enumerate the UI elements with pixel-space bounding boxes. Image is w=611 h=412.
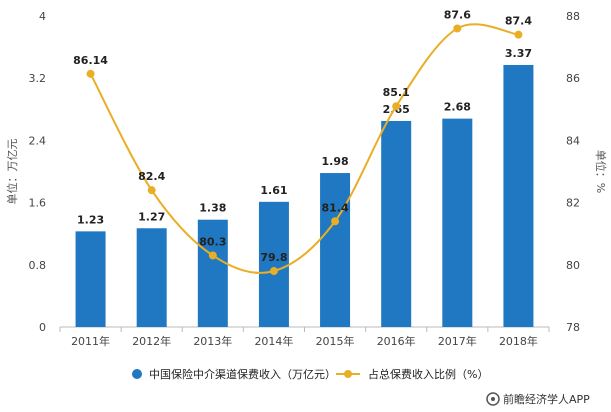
- line-point: [453, 24, 462, 33]
- bar: [503, 64, 534, 328]
- line-data-label: 86.14: [73, 54, 108, 67]
- y-tick-label: 1.6: [29, 197, 47, 210]
- footer-source: 前瞻经济学人APP: [503, 392, 590, 406]
- y-tick-label: 2.4: [29, 134, 47, 147]
- left-axis: 0 0.8 1.6 2.4 3.2 4: [29, 10, 47, 334]
- legend: 中国保险中介渠道保费收入（万亿元） 占总保费收入比例（%）: [132, 367, 488, 381]
- x-tick-label: 2015年: [316, 334, 355, 348]
- bar-data-label: 2.68: [444, 101, 471, 114]
- line-point: [269, 267, 278, 276]
- line-point: [208, 251, 217, 260]
- bar: [381, 120, 412, 328]
- line-point: [514, 30, 523, 39]
- footer: 前瞻经济学人APP: [486, 392, 590, 406]
- line-data-label: 80.3: [199, 235, 226, 248]
- bar-data-label: 1.61: [260, 184, 287, 197]
- line-data-label: 87.6: [444, 8, 471, 21]
- y-tick-label: 0: [39, 321, 46, 334]
- legend-bar-label: 中国保险中介渠道保费收入（万亿元）: [149, 367, 336, 381]
- bar-data-label: 1.27: [138, 210, 165, 223]
- x-tick-label: 2018年: [499, 334, 538, 348]
- x-tick-label: 2011年: [71, 334, 110, 348]
- bar-data-label: 1.98: [321, 155, 348, 168]
- bar: [197, 219, 228, 327]
- y2-tick-label: 88: [566, 10, 580, 23]
- bar: [320, 173, 351, 327]
- legend-line-label: 占总保费收入比例（%）: [368, 367, 488, 381]
- bar-data-label: 1.38: [199, 202, 226, 215]
- bar: [136, 228, 167, 327]
- y2-tick-label: 78: [566, 321, 580, 334]
- x-tick-label: 2012年: [132, 334, 171, 348]
- legend-bar-marker: [132, 369, 142, 379]
- line-data-label: 85.1: [383, 86, 410, 99]
- line-point: [331, 217, 340, 226]
- y2-tick-label: 82: [566, 197, 580, 210]
- x-tick-label: 2017年: [438, 334, 477, 348]
- y-tick-label: 3.2: [29, 72, 47, 85]
- bar: [75, 231, 106, 327]
- y2-tick-label: 84: [566, 134, 580, 147]
- x-tick-label: 2016年: [377, 334, 416, 348]
- x-axis: 2011年 2012年 2013年 2014年 2015年 2016年 2017年 2018年: [59, 327, 550, 348]
- y2-axis-title: 单位：%: [594, 150, 608, 193]
- ratio-points: [86, 24, 523, 276]
- y-tick-label: 0.8: [29, 259, 47, 272]
- x-tick-label: 2014年: [254, 334, 293, 348]
- line-data-label: 87.4: [505, 15, 532, 28]
- bar-series: [75, 64, 534, 328]
- line-point: [86, 69, 95, 78]
- line-data-labels: 86.14 82.4 80.3 79.8 81.4 85.1 87.6 87.4: [73, 8, 532, 264]
- bar: [258, 201, 289, 327]
- bar-data-label: 1.23: [77, 213, 104, 226]
- line-data-label: 82.4: [138, 170, 165, 183]
- legend-line-dot: [344, 370, 352, 378]
- line-data-label: 81.4: [321, 201, 348, 214]
- bar: [442, 118, 473, 327]
- line-point: [147, 186, 156, 195]
- brand-logo-icon: [486, 392, 500, 406]
- y2-tick-label: 86: [566, 72, 580, 85]
- y2-tick-label: 80: [566, 259, 580, 272]
- y-tick-label: 4: [39, 10, 46, 23]
- line-data-label: 79.8: [260, 251, 287, 264]
- y-axis-title: 单位：万亿元: [5, 139, 19, 205]
- x-tick-label: 2013年: [193, 334, 232, 348]
- bar-data-label: 3.37: [505, 47, 532, 60]
- line-point: [392, 102, 401, 111]
- right-axis: 78 80 82 84 86 88: [566, 10, 580, 334]
